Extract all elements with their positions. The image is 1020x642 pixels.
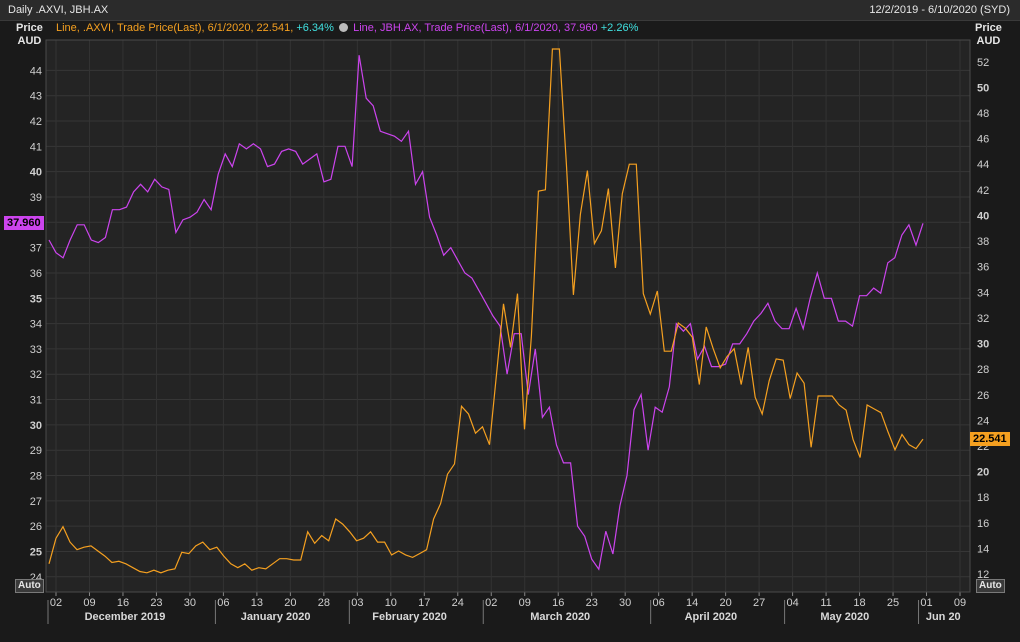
right-auto-scale-button[interactable]: Auto [976,579,1005,593]
right-tick-label: 18 [977,492,989,504]
right-axis-title-line2: AUD [976,35,1001,47]
x-day-label: 03 [351,597,363,609]
left-tick-label: 42 [30,116,42,128]
legend: Line, .AXVI, Trade Price(Last), 6/1/2020… [56,22,638,34]
left-axis-title: Price AUD [16,22,43,48]
right-tick-label: 34 [977,287,989,299]
right-tick-label: 16 [977,518,989,530]
left-tick-label: 27 [30,496,42,508]
left-tick-label: 30 [30,420,42,432]
x-day-label: 09 [954,597,966,609]
series-line-jbhax [48,55,924,571]
x-month-label: January 2020 [241,611,311,623]
left-axis-title-line1: Price [16,22,43,34]
right-tick-label: 44 [977,159,989,171]
x-day-label: 23 [150,597,162,609]
x-day-label: 17 [418,597,430,609]
x-day-label: 10 [385,597,397,609]
x-day-label: 01 [920,597,932,609]
left-tick-label: 40 [30,167,42,179]
x-day-label: 02 [50,597,62,609]
right-tick-label: 42 [977,185,989,197]
right-tick-label: 14 [977,543,989,555]
right-axis-title: Price AUD [975,22,1002,48]
x-month-label: May 2020 [820,611,869,623]
x-month-label: Jun 20 [926,611,961,623]
x-day-label: 20 [284,597,296,609]
x-day-label: 16 [552,597,564,609]
x-day-label: 02 [485,597,497,609]
x-month-label: February 2020 [372,611,447,623]
right-tick-label: 46 [977,134,989,146]
x-day-label: 04 [786,597,798,609]
x-day-label: 14 [686,597,698,609]
left-tick-label: 29 [30,445,42,457]
left-tick-label: 36 [30,268,42,280]
x-day-label: 18 [853,597,865,609]
right-tick-label: 48 [977,108,989,120]
x-month-label: March 2020 [530,611,590,623]
right-tick-label: 32 [977,313,989,325]
x-day-label: 06 [653,597,665,609]
left-tick-label: 44 [30,65,42,77]
right-tick-label: 12 [977,569,989,581]
right-tick-label: 30 [977,339,989,351]
left-tick-label: 34 [30,319,42,331]
x-day-label: 11 [820,597,831,609]
left-tick-label: 31 [30,395,42,407]
x-day-label: 28 [318,597,330,609]
left-tick-label: 35 [30,293,42,305]
axvi-last-value-tag: 22.541 [970,432,1010,447]
left-tick-label: 28 [30,471,42,483]
x-day-label: 25 [887,597,899,609]
legend-axvi-text: Line, .AXVI, Trade Price(Last), 6/1/2020… [56,22,294,34]
x-day-label: 13 [251,597,263,609]
left-tick-label: 25 [30,546,42,558]
legend-axvi-change: +6.34% [296,22,334,34]
legend-jbh-change: +2.26% [600,22,639,34]
legend-series-icon[interactable] [339,23,349,32]
chart-header: Daily .AXVI, JBH.AX 12/2/2019 - 6/10/202… [0,0,1020,21]
x-day-label: 09 [83,597,95,609]
x-day-label: 23 [586,597,598,609]
plot-border [45,39,971,593]
chart-title: Daily .AXVI, JBH.AX [8,4,109,16]
x-day-label: 30 [619,597,631,609]
x-day-label: 24 [452,597,464,609]
x-day-label: 16 [117,597,129,609]
legend-jbh-text: Line, JBH.AX, Trade Price(Last), 6/1/202… [353,22,598,34]
right-tick-label: 20 [977,467,989,479]
plot-area [46,40,970,592]
right-tick-label: 50 [977,82,989,94]
left-tick-label: 32 [30,369,42,381]
left-tick-label: 41 [30,141,42,153]
x-day-label: 06 [217,597,229,609]
right-tick-label: 26 [977,390,989,402]
x-day-label: 27 [753,597,765,609]
right-tick-label: 38 [977,236,989,248]
right-tick-label: 40 [977,210,989,222]
x-month-label: December 2019 [85,611,166,623]
x-day-label: 30 [184,597,196,609]
x-month-label: April 2020 [685,611,738,623]
x-day-label: 20 [720,597,732,609]
right-tick-label: 28 [977,364,989,376]
right-tick-label: 24 [977,415,989,427]
left-tick-label: 37 [30,243,42,255]
left-tick-label: 26 [30,521,42,533]
date-range: 12/2/2019 - 6/10/2020 (SYD) [869,4,1010,16]
jbh-last-value-tag: 37.960 [4,216,44,231]
x-day-label: 09 [519,597,531,609]
series-line-axvi [48,48,924,574]
left-axis-title-line2: AUD [17,35,42,47]
left-auto-scale-button[interactable]: Auto [15,579,44,593]
left-tick-label: 39 [30,192,42,204]
right-axis-title-line1: Price [975,22,1002,34]
right-tick-label: 36 [977,262,989,274]
left-tick-label: 43 [30,91,42,103]
right-tick-label: 52 [977,57,989,69]
left-tick-label: 33 [30,344,42,356]
